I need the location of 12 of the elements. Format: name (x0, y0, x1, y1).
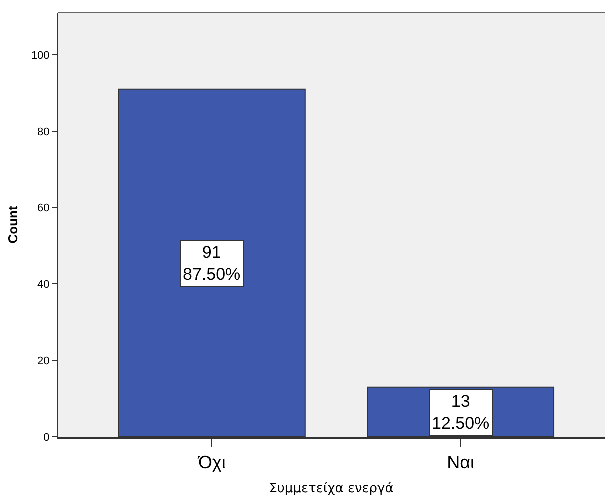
y-axis-title: Count (5, 206, 20, 244)
y-tick-label: 0 (44, 432, 50, 444)
y-tick-label: 40 (38, 279, 50, 292)
x-tick-label: Όχι (197, 452, 226, 472)
data-label: 91 87.50% (183, 243, 241, 284)
y-tick-label: 100 (31, 50, 50, 62)
x-axis-title: Συμμετείχα ενεργά (269, 481, 394, 496)
data-label: 13 12.50% (432, 392, 490, 434)
x-tick-label: Ναι (447, 452, 474, 472)
y-tick-label: 80 (38, 126, 50, 138)
y-tick-label: 60 (38, 202, 50, 215)
y-tick-label: 20 (38, 355, 50, 368)
